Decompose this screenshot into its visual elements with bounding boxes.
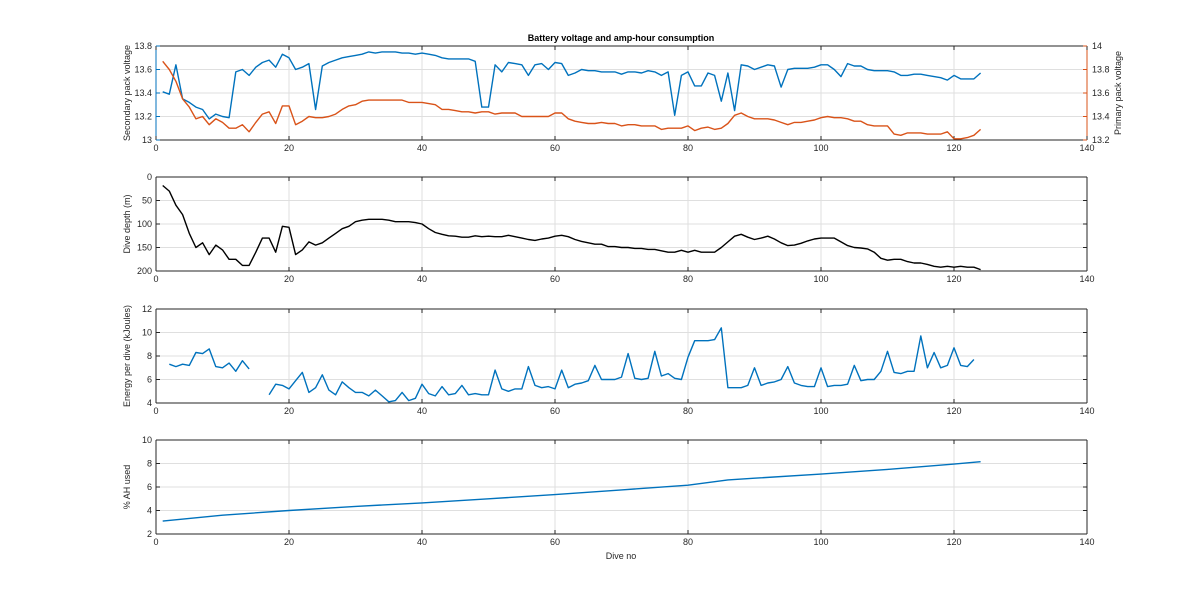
subplot-2: 0 20 40 60 80 100 120 140 0 50 100 150 200 Dive depth…	[122, 172, 1095, 284]
y-tick-label: 13	[142, 135, 152, 145]
x-tick-label: 60	[550, 406, 560, 416]
x-tick-label: 80	[683, 406, 693, 416]
y-axis-label: % AH used	[122, 465, 132, 510]
x-tick-label: 0	[153, 537, 158, 547]
y2-tick-label: 13.4	[1092, 112, 1110, 122]
subplot-4: 0 20 40 60 80 100 120 140 2 4 6 8 10 % AH used	[122, 435, 1095, 547]
y-tick-label: 6	[147, 375, 152, 385]
x-tick-label: 140	[1079, 274, 1094, 284]
series-line-1-segment-1	[169, 348, 250, 372]
y-axis-label: Secondary pack voltage	[122, 45, 132, 141]
y-tick-label: 0	[147, 172, 152, 182]
y-tick-label: 13.2	[134, 112, 152, 122]
y-tick-label: 8	[147, 459, 152, 469]
y2-tick-label: 13.6	[1092, 88, 1110, 98]
x-tick-label: 80	[683, 274, 693, 284]
x-tick-label: 0	[153, 143, 158, 153]
x-tick-label: 60	[550, 274, 560, 284]
y2-tick-label: 13.8	[1092, 65, 1110, 75]
series-line-1	[162, 461, 981, 522]
y2-tick-label: 14	[1092, 41, 1102, 51]
x-axis-label: Dive no	[606, 551, 637, 561]
x-tick-label: 20	[284, 406, 294, 416]
y-tick-label: 200	[137, 266, 152, 276]
x-tick-label: 100	[813, 274, 828, 284]
series-line-2	[162, 60, 982, 140]
x-tick-label: 60	[550, 143, 560, 153]
x-tick-label: 140	[1079, 143, 1094, 153]
x-tick-label: 120	[946, 143, 961, 153]
series-line-1	[162, 184, 981, 271]
x-tick-label: 60	[550, 537, 560, 547]
x-tick-label: 120	[946, 406, 961, 416]
figure-title: Battery voltage and amp-hour consumption	[528, 33, 715, 43]
y-tick-label: 6	[147, 482, 152, 492]
x-tick-label: 80	[683, 143, 693, 153]
x-tick-label: 0	[153, 274, 158, 284]
y-tick-label: 12	[142, 304, 152, 314]
x-tick-label: 40	[417, 274, 427, 284]
x-tick-label: 120	[946, 274, 961, 284]
y-tick-label: 2	[147, 529, 152, 539]
x-tick-label: 100	[813, 143, 828, 153]
x-tick-label: 40	[417, 143, 427, 153]
x-tick-label: 100	[813, 406, 828, 416]
y-tick-label: 4	[147, 506, 152, 516]
x-tick-label: 0	[153, 406, 158, 416]
y-tick-label: 10	[142, 328, 152, 338]
x-tick-label: 20	[284, 537, 294, 547]
y-tick-label: 13.8	[134, 41, 152, 51]
series-line-1	[162, 51, 982, 120]
subplot-3: 0 20 40 60 80 100 120 140 4 6 8 10 12 Energy per dive…	[122, 304, 1095, 416]
x-tick-label: 20	[284, 274, 294, 284]
y-tick-label: 8	[147, 351, 152, 361]
y-axis-label: Dive depth (m)	[122, 194, 132, 253]
y-axis-label: Energy per dive (kJoules)	[122, 305, 132, 407]
x-tick-label: 40	[417, 537, 427, 547]
y2-axis-label: Primary pack voltage	[1113, 51, 1123, 135]
x-tick-label: 140	[1079, 537, 1094, 547]
y-tick-label: 10	[142, 435, 152, 445]
y-tick-label: 13.6	[134, 65, 152, 75]
x-tick-label: 140	[1079, 406, 1094, 416]
y-tick-label: 50	[142, 196, 152, 206]
x-tick-label: 40	[417, 406, 427, 416]
y-tick-label: 4	[147, 398, 152, 408]
subplot-1: 0 20 40 60 80 100 120 140 13 13.2 13.4 13.6 13.8 13.2…	[122, 41, 1123, 153]
x-tick-label: 80	[683, 537, 693, 547]
y-tick-label: 100	[137, 219, 152, 229]
y2-tick-label: 13.2	[1092, 135, 1110, 145]
y-tick-label: 150	[137, 243, 152, 253]
x-tick-label: 100	[813, 537, 828, 547]
x-tick-label: 20	[284, 143, 294, 153]
x-tick-label: 120	[946, 537, 961, 547]
series-line-1-segment-2	[268, 327, 975, 403]
y-tick-label: 13.4	[134, 88, 152, 98]
